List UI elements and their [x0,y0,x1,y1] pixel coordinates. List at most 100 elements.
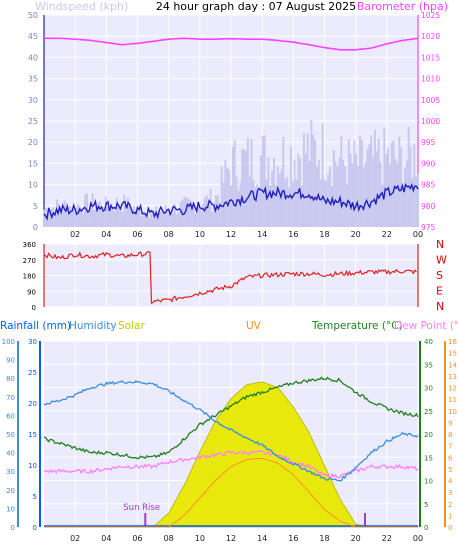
x-tick-label: 22 [382,534,392,543]
uv-tick-label: 13 [448,373,457,381]
x-tick-label: 22 [382,230,392,239]
legend-humidity: Humidity [69,320,117,332]
uv-tick-label: 15 [448,350,457,358]
temp-tick-label: 5 [424,501,428,509]
compass-label: S [436,269,443,282]
temperature-line [43,376,419,460]
x-tick-label: 04 [101,534,111,543]
direction-tick-label: 270 [23,257,36,265]
baro-tick-label: 1005 [421,96,440,105]
rain-tick-label: 5 [33,493,37,501]
x-tick-label: 10 [195,230,205,239]
rain-tick-label: 15 [28,431,37,439]
direction-tick-label: 360 [23,241,36,249]
wind-tick-label: 30 [28,96,38,105]
wind-tick-label: 25 [28,117,38,126]
rain-tick-label: 25 [28,369,37,377]
baro-tick-label: 1015 [421,53,440,62]
humidity-tick-label: 20 [6,487,15,495]
direction-tick-label: 0 [32,304,36,312]
baro-tick-label: 985 [421,181,436,190]
temp-tick-label: 20 [424,431,433,439]
uv-tick-label: 10 [448,408,457,416]
baro-tick-label: 980 [421,202,436,211]
uv-tick-label: 7 [448,443,452,451]
windspeed-axis-label: Windspeed (kph) [35,0,128,13]
rain-tick-label: 20 [28,400,37,408]
barometer-axis-label: Barometer (hpa) [357,0,448,13]
legend-solar: Solar [118,320,145,332]
x-tick-label: 14 [257,230,267,239]
wind-tick-label: 0 [33,223,38,232]
x-tick-label: 02 [70,230,80,239]
wind-tick-label: 35 [28,75,38,84]
compass-label: N [436,300,444,313]
humidity-tick-label: 60 [6,412,15,420]
rain-tick-label: 30 [28,338,37,346]
legend-rainfall: Rainfall (mm) [0,320,71,332]
uv-tick-label: 16 [448,338,457,346]
humidity-tick-label: 90 [6,357,15,365]
wind-tick-label: 15 [28,159,38,168]
wind-barometer-panel: 0510152025303540455097598098599099510001… [28,11,441,239]
wind-gust-series [43,119,419,227]
x-tick-label: 12 [226,230,236,239]
legend: Rainfall (mm) Humidity Solar UV Temperat… [0,320,458,332]
legend-dew-point: Dew Point (°C) [394,320,458,332]
x-tick-label: 10 [195,534,205,543]
chart-title: 24 hour graph day : 07 August 2025 [156,0,356,13]
baro-tick-label: 975 [421,223,436,232]
x-tick-label: 18 [319,534,329,543]
uv-tick-label: 3 [448,489,452,497]
uv-tick-label: 8 [448,431,452,439]
baro-tick-label: 1010 [421,75,440,84]
dew-point-line [43,450,419,479]
x-tick-label: 20 [351,230,361,239]
x-tick-label: 08 [164,534,174,543]
baro-tick-label: 1020 [421,32,440,41]
barometer-line [44,37,419,51]
x-tick-label: 14 [257,534,267,543]
x-tick-label: 00 [413,534,423,543]
x-tick-label: 18 [319,230,329,239]
x-tick-label: 06 [132,534,142,543]
temp-tick-label: 40 [424,338,433,346]
humidity-tick-label: 30 [6,468,15,476]
x-tick-label: 02 [70,534,80,543]
baro-tick-label: 1025 [421,11,440,20]
x-tick-label: 04 [101,230,111,239]
rain-tick-label: 0 [33,524,37,532]
legend-temperature: Temperature (°C) [311,320,403,332]
uv-tick-label: 11 [448,396,457,404]
legend-uv: UV [246,320,262,332]
uv-tick-label: 4 [448,478,453,486]
humidity-tick-label: 70 [6,394,15,402]
humidity-tick-label: 40 [6,450,15,458]
humidity-tick-label: 100 [2,338,15,346]
uv-tick-label: 0 [448,524,452,532]
humidity-tick-label: 80 [6,375,15,383]
uv-line [44,457,418,528]
baro-tick-label: 990 [421,159,436,168]
wind-tick-label: 45 [28,32,38,41]
temp-tick-label: 15 [424,454,433,462]
temp-tick-label: 25 [424,408,433,416]
temp-tick-label: 35 [424,361,433,369]
x-tick-label: 00 [413,230,423,239]
baro-tick-label: 995 [421,138,436,147]
rain-tick-label: 10 [28,462,37,470]
humidity-tick-label: 0 [11,524,15,532]
uv-tick-label: 5 [448,466,452,474]
wind-tick-label: 5 [33,202,38,211]
uv-tick-label: 2 [448,501,452,509]
wind-tick-label: 10 [28,181,38,190]
uv-tick-label: 9 [448,419,452,427]
uv-tick-label: 12 [448,385,457,393]
temp-tick-label: 30 [424,385,433,393]
humidity-tick-label: 10 [6,505,15,513]
x-tick-label: 08 [164,230,174,239]
compass-label: W [436,254,447,267]
x-tick-label: 12 [226,534,236,543]
